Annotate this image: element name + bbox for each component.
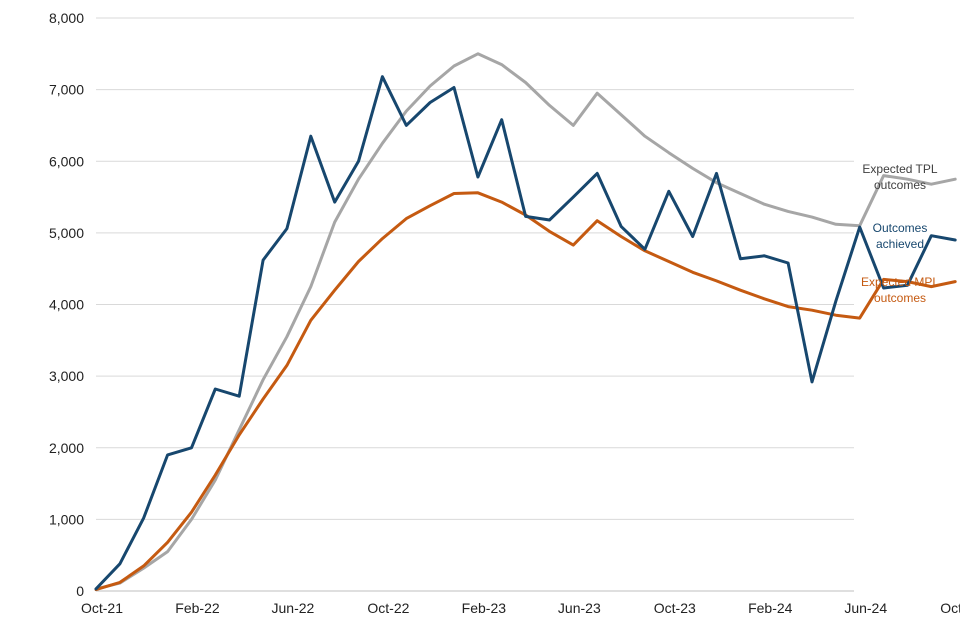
series-label-line: outcomes xyxy=(874,178,926,192)
series-label-tpl: Expected TPL outcomes xyxy=(862,162,937,192)
series-line-tpl xyxy=(94,52,957,591)
x-tick-label: Jun-24 xyxy=(844,600,887,616)
x-tick-label: Oct-23 xyxy=(654,600,696,616)
y-tick-label: 7,000 xyxy=(49,82,84,98)
y-tick-label: 8,000 xyxy=(49,10,84,26)
y-tick-label: 0 xyxy=(76,583,84,599)
x-axis-tick-labels: Oct-21 Feb-22 Jun-22 Oct-22 Feb-23 Jun-23 Oct-… xyxy=(81,600,960,616)
x-tick-label: Feb-22 xyxy=(175,600,220,616)
series-label-line: Outcomes xyxy=(873,221,928,235)
x-tick-label: Feb-23 xyxy=(462,600,507,616)
x-tick-label: Jun-22 xyxy=(272,600,315,616)
series-lines xyxy=(94,52,957,592)
series-label-mpl: Expected MPL outcomes xyxy=(861,275,939,305)
series-labels: Expected TPL outcomes Outcomes achieved Expe… xyxy=(861,162,939,305)
x-tick-label: Feb-24 xyxy=(748,600,793,616)
series-label-line: Expected TPL xyxy=(862,162,937,176)
series-label-line: outcomes xyxy=(874,291,926,305)
series-label-achieved: Outcomes achieved xyxy=(873,221,928,251)
y-tick-label: 4,000 xyxy=(49,297,84,313)
y-axis-tick-labels: 0 1,000 2,000 3,000 4,000 5,000 6,000 7,000 8,00… xyxy=(49,10,84,599)
x-tick-label: Oct-22 xyxy=(367,600,409,616)
y-tick-label: 1,000 xyxy=(49,511,84,527)
x-tick-label: Oct-21 xyxy=(81,600,123,616)
y-tick-label: 6,000 xyxy=(49,153,84,169)
series-line-achieved xyxy=(94,75,957,591)
y-tick-label: 5,000 xyxy=(49,225,84,241)
x-tick-label: Oct-24 xyxy=(940,600,960,616)
x-tick-label: Jun-23 xyxy=(558,600,601,616)
y-tick-label: 3,000 xyxy=(49,368,84,384)
gridlines xyxy=(96,17,854,520)
y-tick-label: 2,000 xyxy=(49,440,84,456)
series-label-line: achieved xyxy=(876,237,924,251)
series-label-line: Expected MPL xyxy=(861,275,939,289)
